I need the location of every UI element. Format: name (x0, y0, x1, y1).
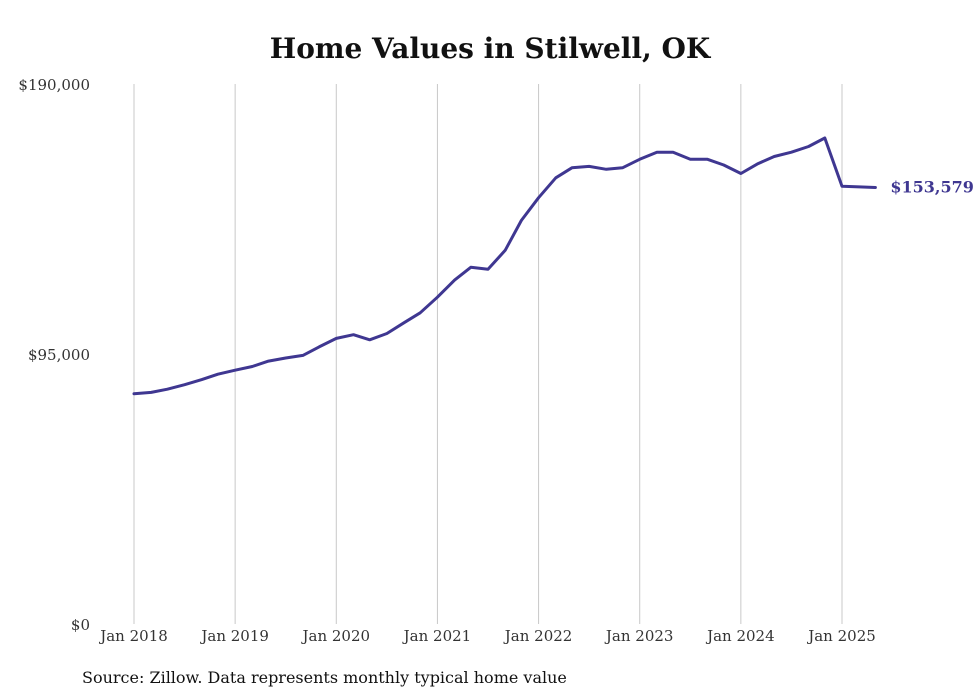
chart-title: Home Values in Stilwell, OK (269, 32, 711, 65)
grid-lines (133, 84, 843, 624)
y-tick-label: $95,000 (28, 346, 90, 364)
x-axis-ticks: Jan 2018 Jan 2019 Jan 2020 Jan 2021 Jan 2022… (98, 627, 876, 645)
source-note: Source: Zillow. Data represents monthly … (82, 668, 567, 687)
home-value-line (132, 136, 877, 396)
x-tick-label: Jan 2021 (402, 627, 472, 645)
x-tick-label: Jan 2024 (705, 627, 775, 645)
y-tick-label: $0 (71, 616, 90, 634)
x-tick-label: Jan 2022 (503, 627, 573, 645)
x-tick-label: Jan 2019 (199, 627, 269, 645)
end-value-label: $153,579 (890, 178, 974, 197)
x-tick-label: Jan 2020 (301, 627, 371, 645)
y-tick-label: $190,000 (18, 76, 90, 94)
y-axis-ticks: $0 $95,000 $190,000 (18, 76, 90, 634)
x-tick-label: Jan 2023 (604, 627, 674, 645)
x-tick-label: Jan 2025 (806, 627, 876, 645)
x-tick-label: Jan 2018 (98, 627, 168, 645)
